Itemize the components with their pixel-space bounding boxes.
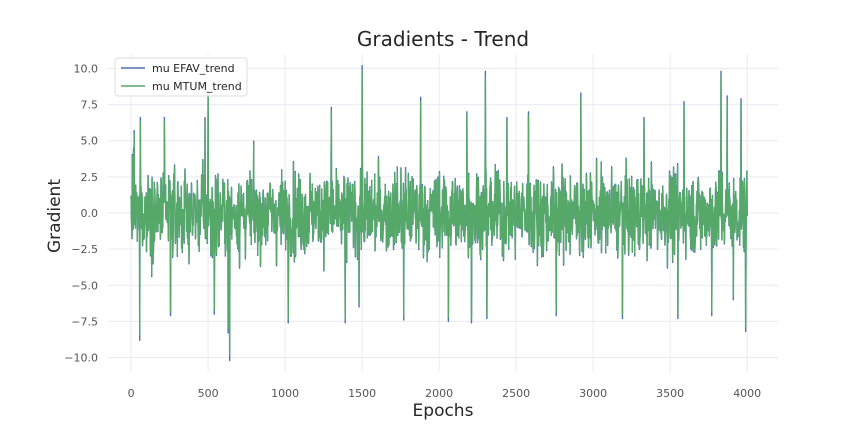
y-tick-label: −10.0: [64, 352, 98, 365]
y-axis-ticks: −10.0 −7.5 −5.0 −2.5 0.0 2.5 5.0 7.5 10.0: [64, 62, 98, 364]
x-axis-label: Epochs: [413, 401, 474, 421]
legend-label-mtum: mu MTUM_trend: [152, 80, 242, 93]
y-tick-label: 7.5: [81, 99, 99, 112]
series-line-mtum: [130, 70, 748, 356]
x-tick-label: 1500: [348, 387, 376, 400]
y-tick-label: 0.0: [81, 207, 99, 220]
y-tick-label: −7.5: [71, 315, 98, 328]
legend-label-efav: mu EFAV_trend: [152, 62, 235, 75]
x-tick-label: 1000: [271, 387, 299, 400]
x-tick-label: 3500: [656, 387, 684, 400]
y-tick-label: 5.0: [81, 135, 99, 148]
series-layer: [130, 64, 748, 362]
x-tick-label: 2500: [502, 387, 530, 400]
legend-box: [114, 57, 248, 97]
x-axis-ticks: 0 500 1000 1500 2000 2500 3000 3500 4000: [128, 387, 762, 400]
x-tick-label: 3000: [579, 387, 607, 400]
x-tick-label: 500: [198, 387, 219, 400]
x-tick-label: 0: [128, 387, 135, 400]
y-tick-label: 10.0: [74, 62, 99, 75]
y-tick-label: 2.5: [81, 171, 99, 184]
x-tick-label: 4000: [733, 387, 761, 400]
y-axis-label: Gradient: [45, 179, 65, 253]
x-tick-label: 2000: [425, 387, 453, 400]
y-tick-label: −2.5: [71, 243, 98, 256]
chart-title: Gradients - Trend: [357, 27, 529, 51]
legend: mu EFAV_trend mu MTUM_trend: [114, 57, 248, 97]
y-tick-label: −5.0: [71, 279, 98, 292]
